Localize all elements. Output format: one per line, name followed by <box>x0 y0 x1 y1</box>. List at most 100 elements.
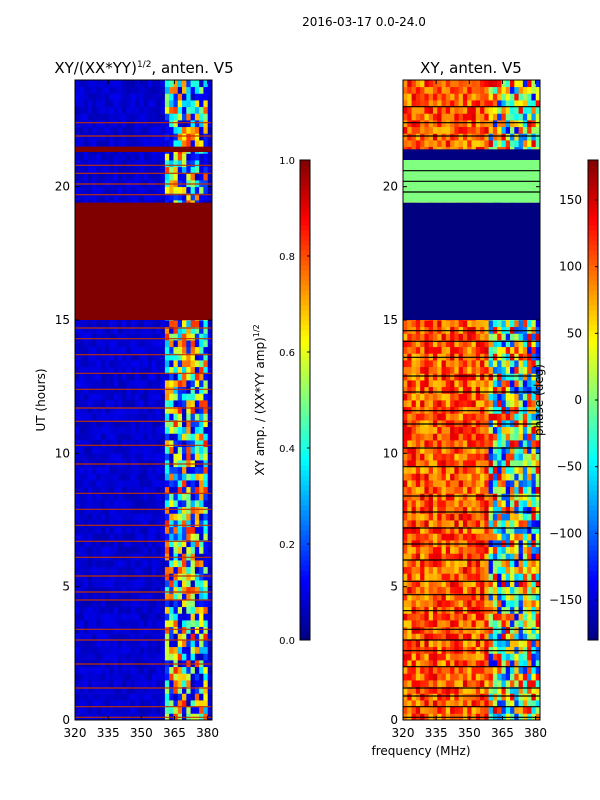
heatmap-cell <box>194 100 200 108</box>
heatmap-cell <box>415 526 421 534</box>
heatmap-cell <box>194 360 200 368</box>
heatmap-cell <box>428 586 434 594</box>
heatmap-cell <box>445 673 451 681</box>
heatmap-cell <box>122 520 127 528</box>
heatmap-cell <box>126 486 132 494</box>
heatmap-cell <box>160 686 166 694</box>
panel1-colorbar-frame <box>299 159 311 641</box>
heatmap-cell <box>441 673 447 681</box>
heatmap-cell <box>407 613 412 621</box>
heatmap-cell <box>480 440 485 448</box>
heatmap-cell <box>403 440 408 448</box>
heatmap-cell <box>126 346 132 354</box>
heatmap-cell <box>75 446 80 454</box>
y-tick-label: 20 <box>55 180 70 194</box>
heatmap-cell <box>531 573 537 581</box>
heatmap-cell <box>501 600 507 608</box>
heatmap-cell <box>411 620 417 628</box>
heatmap-cell <box>531 693 537 701</box>
heatmap-cell <box>428 466 434 474</box>
heatmap-cell <box>143 113 149 121</box>
colorbar-swatch <box>300 400 310 406</box>
heatmap-cell <box>424 626 430 634</box>
heatmap-cell <box>130 433 136 441</box>
heatmap-cell <box>522 380 528 388</box>
heatmap-cell <box>173 366 179 374</box>
heatmap-cell <box>522 433 528 441</box>
heatmap-cell <box>497 593 502 601</box>
heatmap-cell <box>497 660 502 668</box>
heatmap-cell <box>79 426 84 434</box>
heatmap-cell <box>173 466 179 474</box>
heatmap-cell <box>190 600 196 608</box>
heatmap-cell <box>152 400 157 408</box>
heatmap-cell <box>134 406 140 414</box>
heatmap-cell <box>203 546 209 554</box>
heatmap-cell <box>134 113 140 121</box>
heatmap-cell <box>173 700 179 708</box>
heatmap-cell <box>130 666 136 674</box>
heatmap-cell <box>182 686 187 694</box>
heatmap-cell <box>182 393 187 401</box>
heatmap-cell <box>182 160 187 168</box>
heatmap-cell <box>164 166 170 174</box>
heatmap-cell <box>75 126 80 134</box>
heatmap-cell <box>428 613 434 621</box>
heatmap-cell <box>415 666 421 674</box>
colorbar-swatch <box>300 185 310 191</box>
heatmap-cell <box>122 613 127 621</box>
heatmap-cell <box>160 420 166 428</box>
heatmap-cell <box>497 526 502 534</box>
heatmap-cell <box>480 386 485 394</box>
heatmap-cell <box>194 440 200 448</box>
heatmap-cell <box>117 666 123 674</box>
heatmap-cell <box>445 466 451 474</box>
heatmap-cell <box>505 533 511 541</box>
heatmap-cell <box>535 573 541 581</box>
heatmap-cell <box>122 166 127 174</box>
heatmap-cell <box>182 586 187 594</box>
heatmap-cell <box>92 120 97 128</box>
heatmap-cell <box>113 653 119 661</box>
heatmap-cell <box>484 686 490 694</box>
panel1-title: XY/(XX*YY)1/2, anten. V5 <box>54 59 233 77</box>
heatmap-cell <box>100 373 106 381</box>
heatmap-cell <box>424 666 430 674</box>
heatmap-cell <box>87 493 93 501</box>
heatmap-cell <box>173 513 179 521</box>
heatmap-cell <box>475 360 481 368</box>
heatmap-cell <box>122 360 127 368</box>
heatmap-cell <box>194 320 200 328</box>
heatmap-cell <box>445 513 451 521</box>
heatmap-cell <box>467 426 472 434</box>
heatmap-cell <box>147 513 153 521</box>
heatmap-cell <box>134 493 140 501</box>
heatmap-cell <box>177 520 183 528</box>
heatmap-cell <box>96 140 102 148</box>
heatmap-cell <box>177 500 183 508</box>
heatmap-cell <box>432 700 438 708</box>
heatmap-cell <box>462 613 468 621</box>
heatmap-cell <box>475 693 481 701</box>
heatmap-cell <box>480 493 485 501</box>
heatmap-cell <box>182 673 187 681</box>
heatmap-cell <box>450 580 455 588</box>
heatmap-cell <box>522 466 528 474</box>
heatmap-cell <box>182 333 187 341</box>
heatmap-cell <box>87 540 93 548</box>
heatmap-cell <box>134 326 140 334</box>
heatmap-cell <box>173 506 179 514</box>
heatmap-cell <box>458 460 464 468</box>
heatmap-cell <box>437 666 442 674</box>
heatmap-cell <box>522 580 528 588</box>
heatmap-cell <box>117 646 123 654</box>
heatmap-cell <box>441 653 447 661</box>
heatmap-cell <box>147 413 153 421</box>
heatmap-cell <box>164 173 170 181</box>
colorbar-swatch <box>300 575 310 581</box>
heatmap-cell <box>462 560 468 568</box>
heatmap-cell <box>527 513 532 521</box>
heatmap-cell <box>104 393 110 401</box>
heatmap-cell <box>75 440 80 448</box>
